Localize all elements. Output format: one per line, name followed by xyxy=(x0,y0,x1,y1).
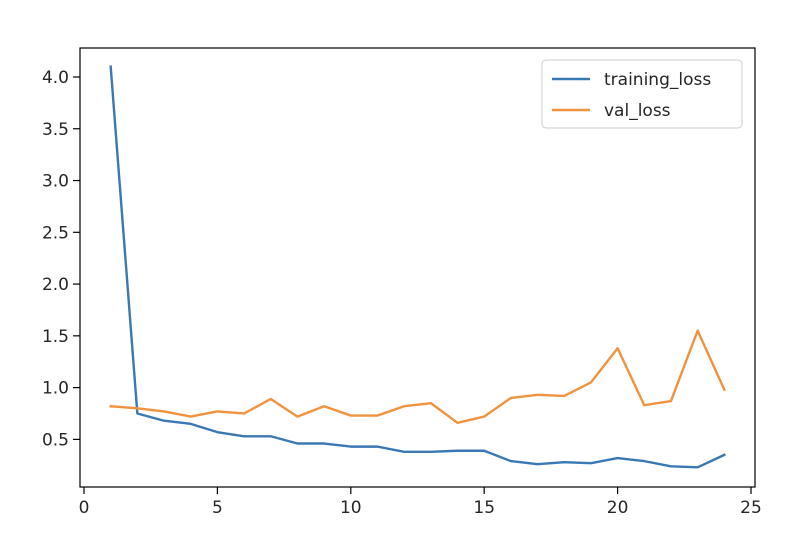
x-tick-label: 25 xyxy=(740,498,762,518)
legend-label-training-loss: training_loss xyxy=(604,70,711,90)
x-tick-label: 0 xyxy=(79,498,90,518)
y-tick-label: 1.5 xyxy=(42,327,69,347)
y-tick-label: 2.0 xyxy=(42,275,69,295)
x-tick-label: 15 xyxy=(473,498,495,518)
plot-axes: 0 5 10 15 20 25 0.5 1.0 1.5 2.0 2.5 3.0 3.5 4.0 xyxy=(42,47,762,518)
y-tick-label: 3.0 xyxy=(42,172,69,192)
legend-box xyxy=(541,59,743,129)
legend-label-val-loss: val_loss xyxy=(604,101,671,121)
plot-frame xyxy=(79,47,756,488)
y-tick-label: 3.5 xyxy=(42,120,69,140)
y-tick-label: 1.0 xyxy=(42,379,69,399)
y-tick-label: 2.5 xyxy=(42,223,69,243)
y-tick-label: 4.0 xyxy=(42,68,69,88)
x-tick-label: 20 xyxy=(607,498,629,518)
series-line-val-loss xyxy=(109,329,726,425)
legend: training_loss val_loss xyxy=(541,59,743,129)
x-tick-label: 5 xyxy=(212,498,223,518)
y-tick-label: 0.5 xyxy=(42,430,69,450)
series-line-training-loss xyxy=(109,65,726,469)
plot-series xyxy=(109,65,726,469)
x-tick-label: 10 xyxy=(340,498,362,518)
